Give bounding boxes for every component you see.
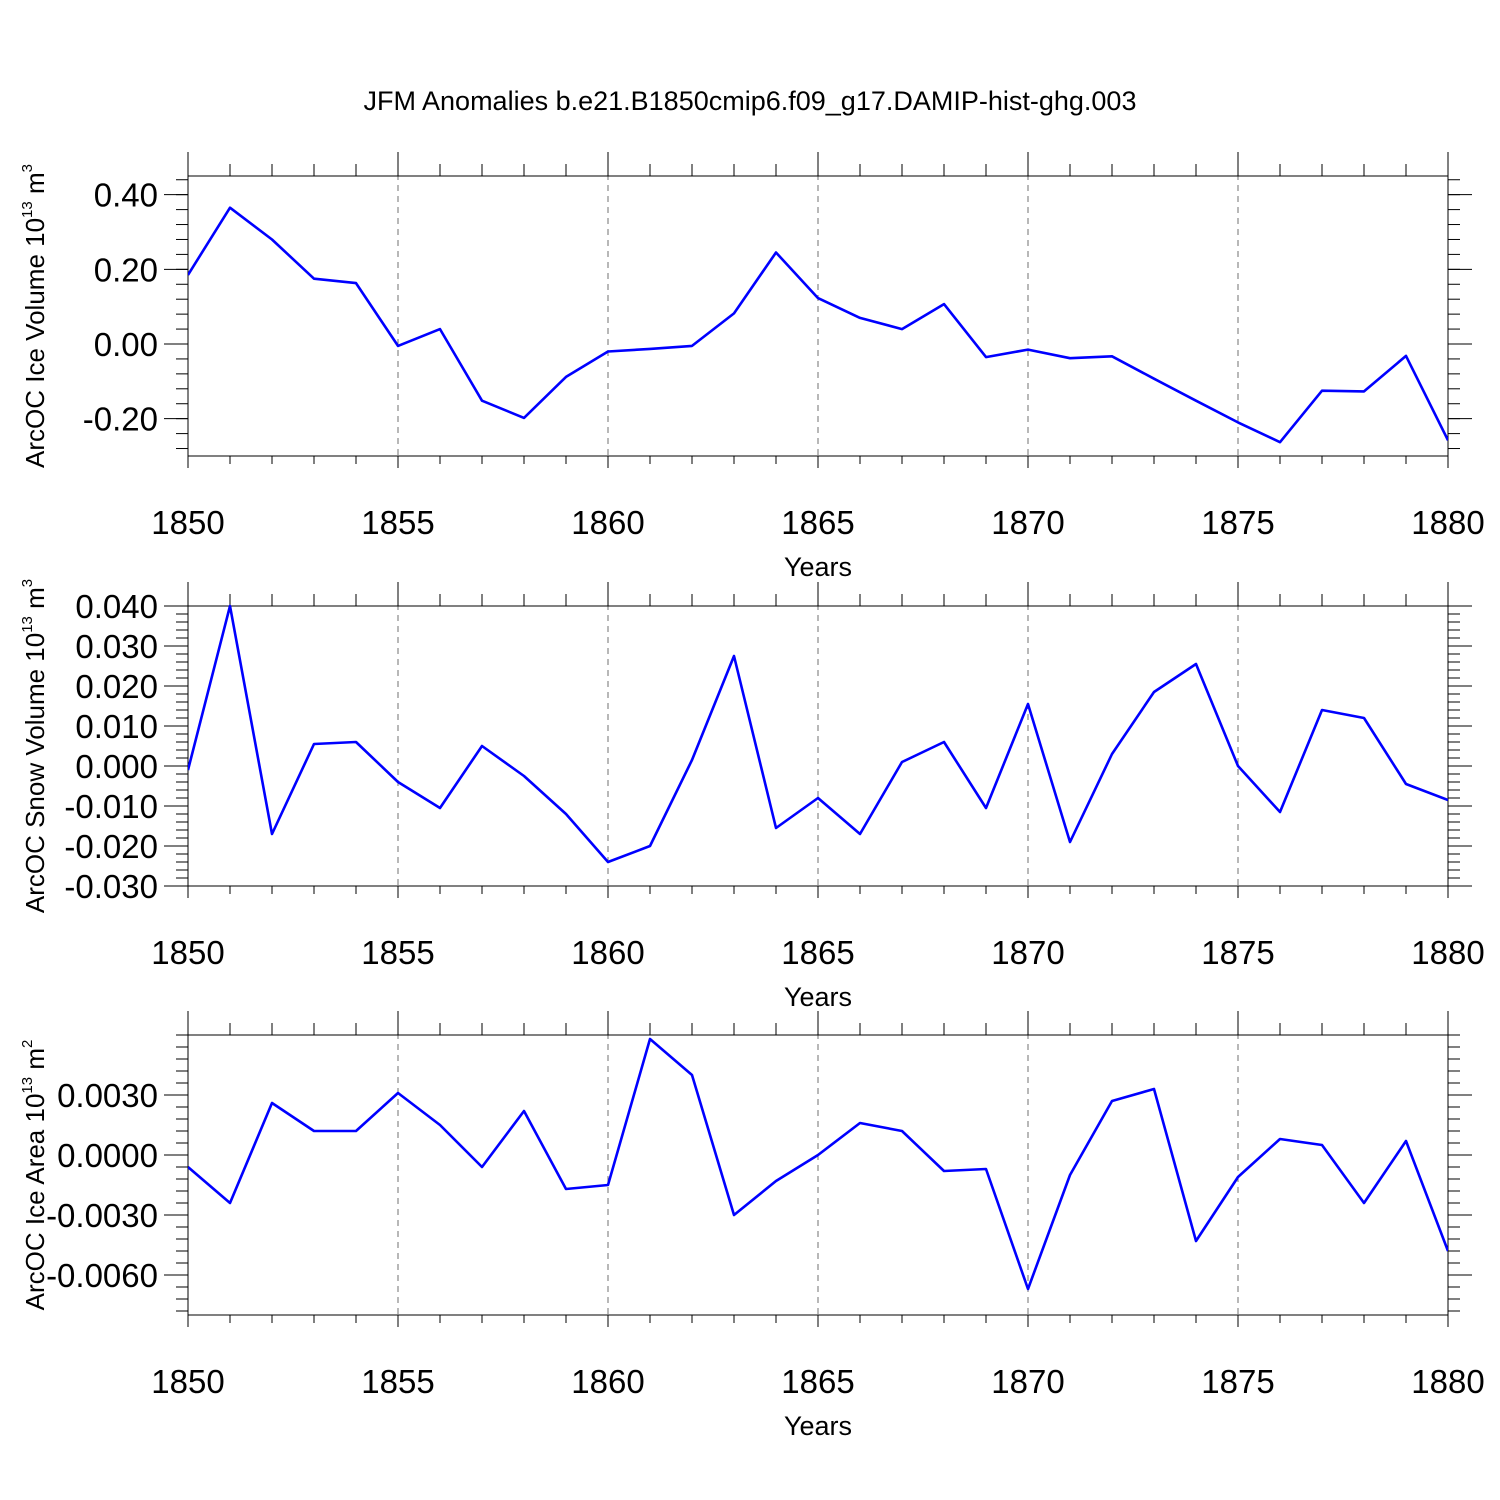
- x-tick-label: 1880: [1411, 934, 1484, 971]
- y-tick-label: -0.0030: [46, 1197, 158, 1234]
- y-tick-label: 0.0000: [57, 1137, 158, 1174]
- x-tick-label: 1870: [991, 1363, 1064, 1400]
- x-tick-label: 1850: [151, 1363, 224, 1400]
- x-tick-label: 1855: [361, 1363, 434, 1400]
- x-tick-label: 1865: [781, 504, 854, 541]
- y-axis-label: ArcOC Ice Area 1013 m2: [19, 1040, 50, 1311]
- x-axis-label: Years: [784, 552, 852, 582]
- x-tick-label: 1875: [1201, 1363, 1274, 1400]
- y-tick-label: 0.00: [94, 326, 158, 363]
- y-tick-label: 0.20: [94, 251, 158, 288]
- x-tick-label: 1855: [361, 504, 434, 541]
- x-tick-label: 1870: [991, 504, 1064, 541]
- y-axis-label: ArcOC Ice Volume 1013 m3: [19, 164, 50, 468]
- series-line-ice-area: [188, 1037, 1448, 1291]
- series-line-snow-volume: [188, 604, 1448, 864]
- y-tick-label: 0.0030: [57, 1077, 158, 1114]
- series-line-ice-volume: [188, 206, 1448, 444]
- x-tick-label: 1860: [571, 504, 644, 541]
- x-tick-label: 1875: [1201, 504, 1274, 541]
- x-tick-label: 1865: [781, 934, 854, 971]
- y-axis-label: ArcOC Snow Volume 1013 m3: [19, 579, 50, 913]
- x-tick-label: 1875: [1201, 934, 1274, 971]
- figure-title: JFM Anomalies b.e21.B1850cmip6.f09_g17.D…: [364, 86, 1137, 116]
- x-tick-label: 1865: [781, 1363, 854, 1400]
- y-tick-label: 0.40: [94, 177, 158, 214]
- x-tick-label: 1880: [1411, 504, 1484, 541]
- x-axis-label: Years: [784, 1411, 852, 1441]
- y-tick-label: -0.0060: [46, 1257, 158, 1294]
- x-tick-label: 1850: [151, 504, 224, 541]
- y-tick-label: -0.030: [64, 868, 158, 905]
- y-tick-label: 0.020: [75, 668, 158, 705]
- x-axis-label: Years: [784, 982, 852, 1012]
- x-tick-label: 1860: [571, 934, 644, 971]
- x-tick-label: 1860: [571, 1363, 644, 1400]
- y-tick-label: 0.000: [75, 748, 158, 785]
- y-tick-label: 0.040: [75, 588, 158, 625]
- x-tick-label: 1855: [361, 934, 434, 971]
- panels: 1850 1855 1860 1865 1870 1875 1880 Years -0.20 0.…: [19, 152, 1485, 1441]
- y-tick-label: 0.010: [75, 708, 158, 745]
- y-tick-label: -0.010: [64, 788, 158, 825]
- x-tick-label: 1870: [991, 934, 1064, 971]
- y-tick-label: 0.030: [75, 628, 158, 665]
- x-tick-label: 1880: [1411, 1363, 1484, 1400]
- y-tick-label: -0.020: [64, 828, 158, 865]
- x-tick-label: 1850: [151, 934, 224, 971]
- chart-panel-ice-volume: 1850 1855 1860 1865 1870 1875 1880 Years -0.20 0.…: [19, 152, 1485, 582]
- chart-panel-snow-volume: 1850 1855 1860 1865 1870 1875 1880Years-0.030-…: [19, 579, 1485, 1012]
- chart-panel-ice-area: 1850 1855 1860 1865 1870 1875 1880 Years -0.0060…: [19, 1011, 1485, 1441]
- y-tick-label: -0.20: [83, 401, 158, 438]
